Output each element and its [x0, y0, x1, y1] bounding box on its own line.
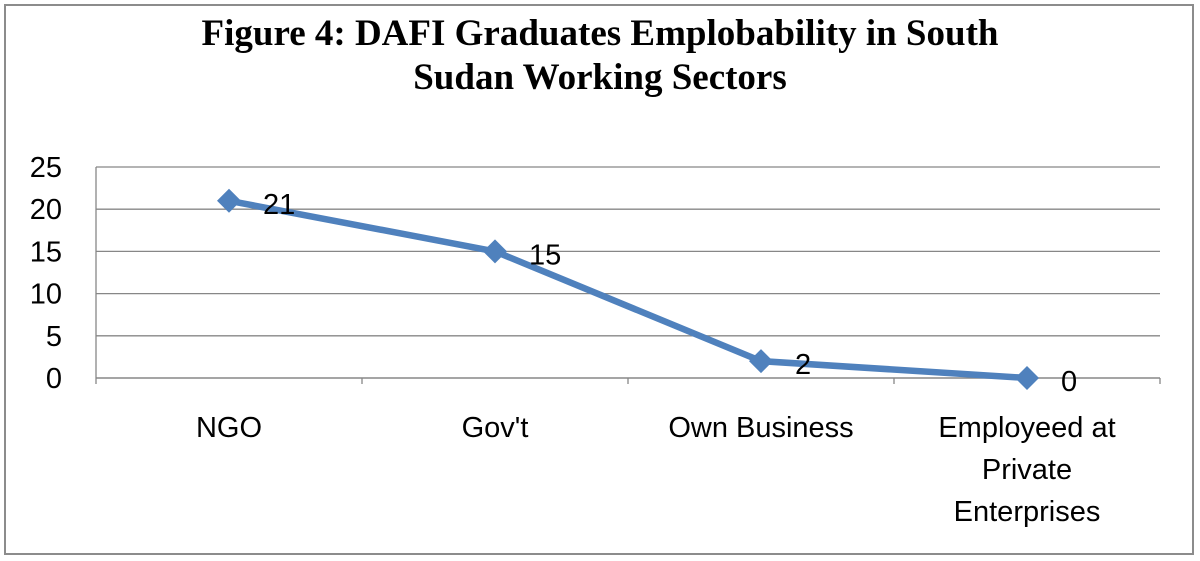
series-line	[225, 197, 1031, 382]
chart-title: Figure 4: DAFI Graduates Emplobability i…	[0, 12, 1200, 100]
y-tick-label: 10	[30, 279, 62, 311]
y-tick-label: 5	[46, 321, 62, 353]
y-tick-label: 25	[30, 152, 62, 184]
data-point-marker	[1015, 366, 1039, 390]
gridlines	[96, 166, 1160, 379]
series	[217, 188, 1039, 390]
data-label: 15	[529, 239, 561, 271]
x-tick-label: NGO	[196, 412, 262, 444]
x-axis: NGO Gov't Own Business Employeed at Private E…	[196, 412, 1116, 528]
x-tick-label: Employeed at Private Enterprises	[938, 412, 1115, 528]
data-label: 21	[263, 189, 295, 221]
chart-title-line-1: Figure 4: DAFI Graduates Emplobability i…	[201, 13, 999, 54]
data-labels: 21 15 2 0	[263, 189, 1077, 398]
data-point-marker	[483, 239, 507, 264]
data-point-marker	[217, 188, 241, 213]
x-tick-label: Gov't	[462, 412, 529, 444]
data-label: 0	[1061, 366, 1077, 398]
y-tick-label: 20	[30, 194, 62, 226]
data-label: 2	[795, 349, 811, 381]
chart-frame	[4, 4, 1194, 555]
chart-title-line-2: Sudan Working Sectors	[413, 57, 787, 98]
y-tick-label: 0	[46, 363, 62, 395]
y-tick-label: 15	[30, 236, 62, 268]
data-point-marker	[749, 349, 773, 374]
x-tick-label: Own Business	[668, 412, 853, 444]
